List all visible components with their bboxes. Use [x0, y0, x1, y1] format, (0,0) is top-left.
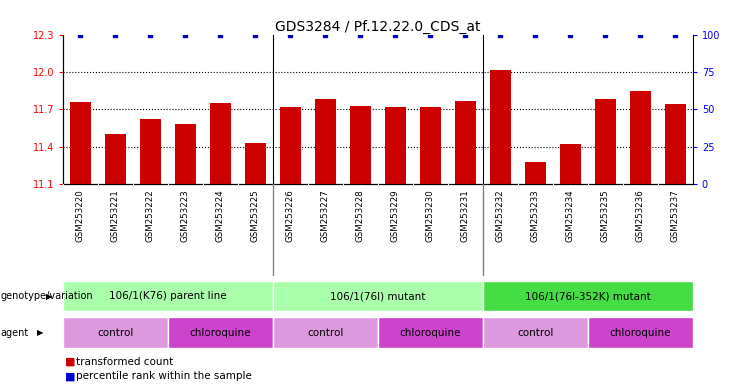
Bar [490, 70, 511, 184]
Bar [455, 101, 476, 184]
Bar [630, 91, 651, 184]
Bar [175, 124, 196, 184]
Text: GSM253230: GSM253230 [426, 189, 435, 242]
Bar [378, 317, 483, 348]
Text: GSM253233: GSM253233 [531, 189, 540, 242]
Bar [595, 99, 616, 184]
Bar [420, 107, 441, 184]
Text: 106/1(76I) mutant: 106/1(76I) mutant [330, 291, 425, 301]
Text: ■: ■ [65, 371, 76, 381]
Text: GSM253225: GSM253225 [251, 189, 260, 242]
Text: percentile rank within the sample: percentile rank within the sample [76, 371, 252, 381]
Text: GSM253231: GSM253231 [461, 189, 470, 242]
Text: GSM253236: GSM253236 [636, 189, 645, 242]
Bar [273, 281, 483, 311]
Text: chloroquine: chloroquine [190, 328, 251, 338]
Text: ▶: ▶ [37, 328, 44, 337]
Bar [280, 107, 301, 184]
Text: transformed count: transformed count [76, 357, 173, 367]
Bar [483, 281, 693, 311]
Bar [315, 99, 336, 184]
Text: GSM253232: GSM253232 [496, 189, 505, 242]
Text: GSM253234: GSM253234 [566, 189, 575, 242]
Text: ■: ■ [65, 357, 76, 367]
Text: GSM253228: GSM253228 [356, 189, 365, 242]
Text: agent: agent [1, 328, 29, 338]
Bar [168, 317, 273, 348]
Text: GSM253229: GSM253229 [391, 189, 400, 242]
Bar [70, 102, 91, 184]
Bar [350, 106, 371, 184]
Text: ▶: ▶ [46, 291, 53, 301]
Bar [525, 162, 546, 184]
Bar [105, 134, 126, 184]
Text: genotype/variation: genotype/variation [1, 291, 93, 301]
Text: GSM253227: GSM253227 [321, 189, 330, 242]
Text: GSM253235: GSM253235 [601, 189, 610, 242]
Bar [63, 281, 273, 311]
Bar [245, 143, 266, 184]
Title: GDS3284 / Pf.12.22.0_CDS_at: GDS3284 / Pf.12.22.0_CDS_at [275, 20, 481, 33]
Bar [665, 104, 686, 184]
Bar [210, 103, 231, 184]
Text: GSM253222: GSM253222 [146, 189, 155, 242]
Bar [588, 317, 693, 348]
Text: GSM253221: GSM253221 [111, 189, 120, 242]
Bar [140, 119, 161, 184]
Text: control: control [308, 328, 344, 338]
Bar [273, 317, 378, 348]
Text: control: control [97, 328, 133, 338]
Bar [560, 144, 581, 184]
Text: 106/1(K76) parent line: 106/1(K76) parent line [109, 291, 227, 301]
Text: 106/1(76I-352K) mutant: 106/1(76I-352K) mutant [525, 291, 651, 301]
Bar [385, 107, 406, 184]
Bar [483, 317, 588, 348]
Text: chloroquine: chloroquine [610, 328, 671, 338]
Text: chloroquine: chloroquine [399, 328, 461, 338]
Text: GSM253223: GSM253223 [181, 189, 190, 242]
Text: control: control [517, 328, 554, 338]
Text: GSM253237: GSM253237 [671, 189, 679, 242]
Text: GSM253226: GSM253226 [286, 189, 295, 242]
Text: GSM253224: GSM253224 [216, 189, 225, 242]
Bar [63, 317, 168, 348]
Text: GSM253220: GSM253220 [76, 189, 85, 242]
